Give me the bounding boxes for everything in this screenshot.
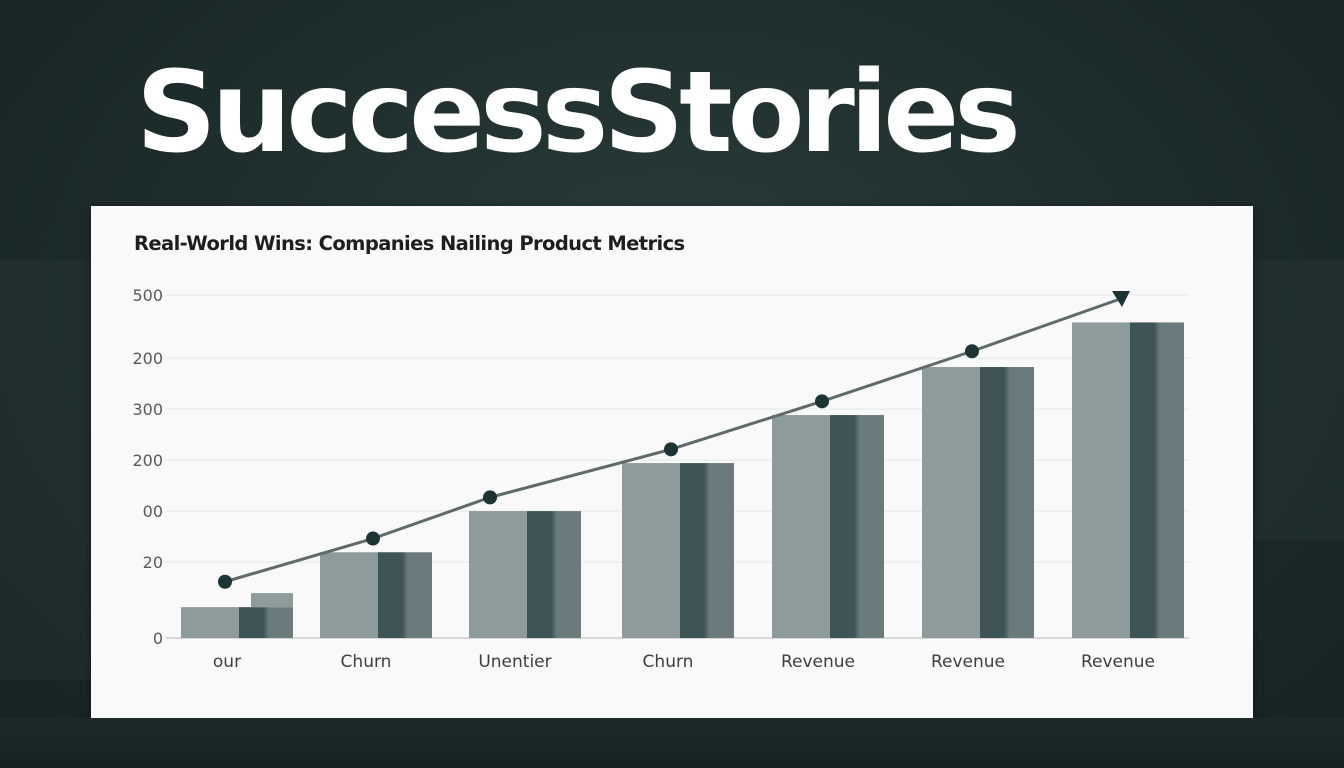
arrow-head-icon — [1112, 291, 1130, 307]
trend-marker — [664, 442, 678, 457]
trend-marker — [815, 394, 829, 409]
bar-front — [320, 552, 378, 638]
floor — [0, 718, 1344, 768]
x-tick-label: Revenue — [931, 652, 1005, 672]
trend-marker — [483, 490, 497, 505]
y-tick-label: 500 — [132, 286, 163, 305]
x-tick-label: Churn — [341, 652, 392, 672]
bar-side — [830, 415, 884, 638]
bar-side — [1130, 322, 1184, 638]
bar-side — [980, 367, 1034, 638]
bar-step — [251, 593, 293, 608]
x-tick-label: Churn — [643, 652, 694, 672]
y-tick-label: 200 — [132, 349, 163, 368]
chart-title: Real-World Wins: Companies Nailing Produ… — [134, 232, 685, 255]
trend-marker — [218, 574, 232, 589]
y-tick-label: 20 — [143, 553, 163, 572]
background-panel — [1255, 260, 1344, 540]
bar-front — [772, 415, 830, 638]
x-tick-label: Unentier — [478, 652, 551, 672]
bar-front — [1072, 322, 1130, 638]
y-tick-label: 200 — [132, 451, 163, 470]
bar-side — [527, 511, 581, 638]
bar-front — [622, 463, 680, 638]
x-tick-label: Revenue — [781, 652, 855, 672]
trend-marker — [366, 531, 380, 546]
y-tick-label: 00 — [143, 502, 163, 521]
x-tick-label: Revenue — [1081, 652, 1155, 672]
y-tick-label: 300 — [132, 400, 163, 419]
bar-side — [239, 607, 293, 638]
bar-side — [378, 552, 432, 638]
bar-front — [922, 367, 980, 638]
chart-card: Real-World Wins: Companies Nailing Produ… — [91, 206, 1253, 718]
headline: SuccessStories — [136, 48, 1021, 178]
y-tick-label: 0 — [153, 629, 163, 648]
bar-front — [181, 607, 239, 638]
background-panel — [0, 260, 90, 680]
bar-side — [680, 463, 734, 638]
trend-marker — [965, 344, 979, 359]
x-tick-label: our — [213, 652, 241, 672]
bar-front — [469, 511, 527, 638]
